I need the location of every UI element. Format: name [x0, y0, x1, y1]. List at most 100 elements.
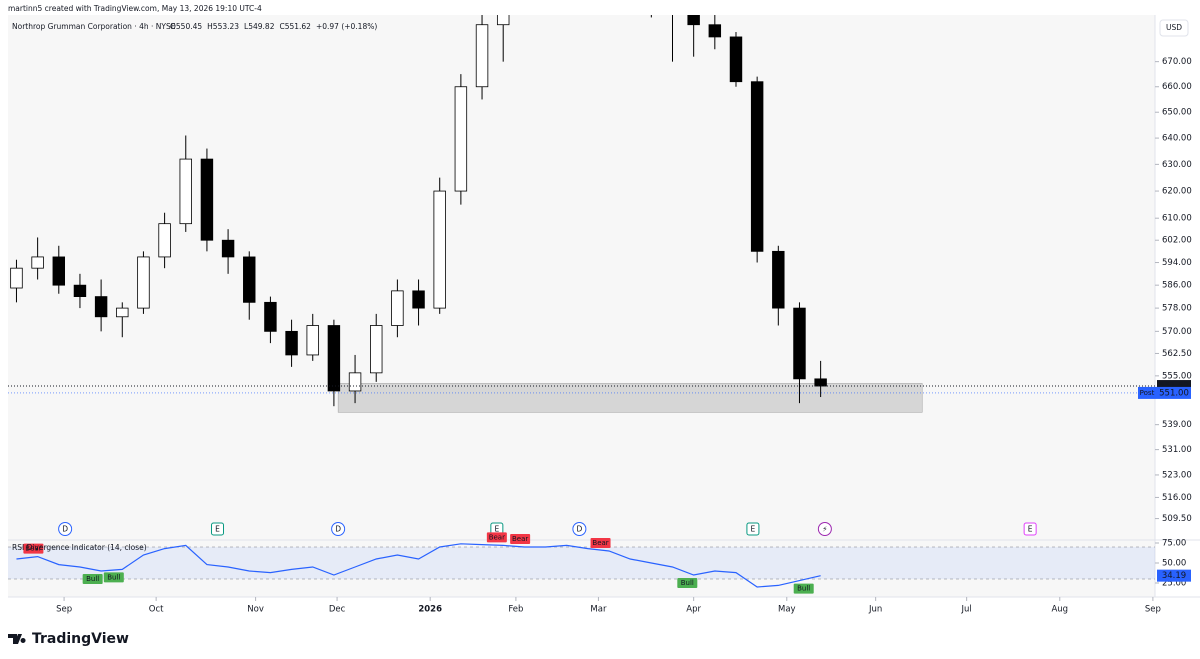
signal-label: Bear: [25, 545, 41, 553]
signal-box: [677, 578, 698, 588]
event-label: E: [494, 525, 499, 534]
rsi-line: [16, 543, 821, 588]
currency: USD: [1166, 23, 1182, 32]
event-marker: [817, 522, 832, 536]
y-tick-label: 578.00: [1162, 304, 1192, 314]
event-marker: [746, 522, 760, 536]
signal-box: [486, 532, 507, 543]
event-label: D: [576, 525, 582, 534]
event-marker: [572, 522, 587, 536]
x-tick-label: Jun: [868, 605, 882, 615]
x-tick-label: Oct: [149, 605, 164, 615]
rsi-band: [8, 547, 1155, 579]
event-marker: [331, 522, 346, 536]
signal-label: Bull: [681, 579, 694, 587]
logo-mark: [8, 634, 26, 644]
y-tick-label: 602.00: [1162, 236, 1192, 246]
candle-body: [496, 15, 510, 26]
x-tick-label: 2026: [418, 605, 442, 615]
candle-body: [94, 296, 108, 318]
credit: martinn5 created with TradingView.com, M…: [8, 4, 262, 13]
x-tick-label: May: [778, 605, 796, 615]
candle-body: [750, 81, 764, 252]
signal-label: Bull: [86, 575, 99, 583]
y-tick-label: 620.00: [1162, 187, 1192, 197]
ohlc-value: H553.23: [207, 22, 239, 31]
rsi-last-box: [1157, 569, 1191, 582]
rsi-title: RSI Divergence Indicator (14, close): [12, 543, 147, 552]
candle-body: [667, 1, 679, 13]
event-label: E: [751, 525, 756, 534]
last-price: 551.62: [1159, 382, 1189, 392]
event-label: D: [62, 525, 68, 534]
candle-body: [391, 290, 404, 326]
y-tick-label: 610.00: [1162, 214, 1192, 224]
y-tick-label: 539.00: [1162, 420, 1192, 430]
signal-label: Bear: [489, 533, 505, 541]
signal-box: [23, 543, 44, 554]
candle-body: [158, 223, 171, 258]
candle-body: [31, 256, 44, 269]
candle-body: [306, 325, 319, 356]
event-marker: [58, 522, 73, 536]
x-tick-label: Nov: [247, 605, 264, 615]
x-tick-label: Apr: [686, 605, 701, 615]
candle-body: [243, 256, 256, 303]
rsi-y-tick-label: 25.00: [1162, 579, 1186, 589]
candle-body: [52, 256, 66, 286]
x-tick-label: Feb: [508, 605, 523, 615]
overlay: 551.62 Post 551.00 D E D E D E ⚡ E: [8, 380, 1191, 536]
y-tick-label: 516.00: [1162, 493, 1192, 503]
y-tick-label: 670.00: [1162, 57, 1192, 67]
y-tick-label: 594.00: [1162, 258, 1192, 268]
ohlc-value: +0.97 (+0.18%): [316, 22, 377, 31]
candle-body: [772, 250, 785, 309]
candle-body: [285, 330, 298, 356]
event-label: E: [215, 525, 220, 534]
symbol: Northrop Grumman Corporation · 4h · NYSE: [12, 22, 176, 31]
candle-body: [10, 267, 23, 289]
event-label: D: [335, 525, 341, 534]
event-marker: [211, 522, 225, 536]
signal-label: Bull: [107, 573, 120, 581]
y-tick-label: 586.00: [1162, 281, 1192, 291]
signal-box: [590, 538, 611, 548]
post-price: 551.00: [1159, 388, 1189, 398]
currency-box: [1159, 19, 1189, 37]
signal-box: [82, 574, 103, 584]
candle-body: [433, 190, 446, 309]
price-pane: [10, 1, 923, 413]
event-marker: [1023, 522, 1037, 536]
signal-box: [510, 534, 531, 544]
rsi-y-tick-label: 75.00: [1162, 539, 1186, 549]
y-tick-label: 570.00: [1162, 327, 1192, 337]
candle-body: [221, 239, 235, 258]
post-tag-box: [1138, 386, 1157, 399]
signal-box: [103, 572, 124, 583]
x-tick-label: Jul: [961, 605, 972, 615]
logo-text: TradingView: [32, 631, 129, 647]
logo: TradingView: [8, 631, 129, 647]
plot-background: [8, 15, 1155, 597]
x-tick-label: Mar: [590, 605, 607, 615]
event-label: E: [1028, 525, 1033, 534]
candle-body: [412, 290, 425, 309]
ohlc-value: C551.62: [279, 22, 311, 31]
signal-label: Bear: [512, 535, 528, 543]
y-tick-label: 555.00: [1162, 371, 1192, 381]
ohlc-value: L549.82: [244, 22, 275, 31]
signal-box: [793, 583, 814, 594]
candle-body: [200, 158, 214, 241]
candle-body: [327, 325, 341, 392]
candle-body: [729, 36, 743, 83]
candle-body: [708, 24, 722, 38]
y-tick-label: 523.00: [1162, 470, 1192, 480]
ohlc-readout: O550.45 H553.23 L549.82 C551.62 +0.97 (+0.18…: [170, 22, 377, 31]
x-tick-label: Sep: [56, 605, 72, 615]
signal-label: Bear: [592, 539, 608, 547]
candle-body: [370, 325, 383, 374]
candle-body: [687, 15, 700, 26]
x-tick-label: Dec: [329, 605, 346, 615]
event-label: ⚡: [822, 525, 827, 534]
